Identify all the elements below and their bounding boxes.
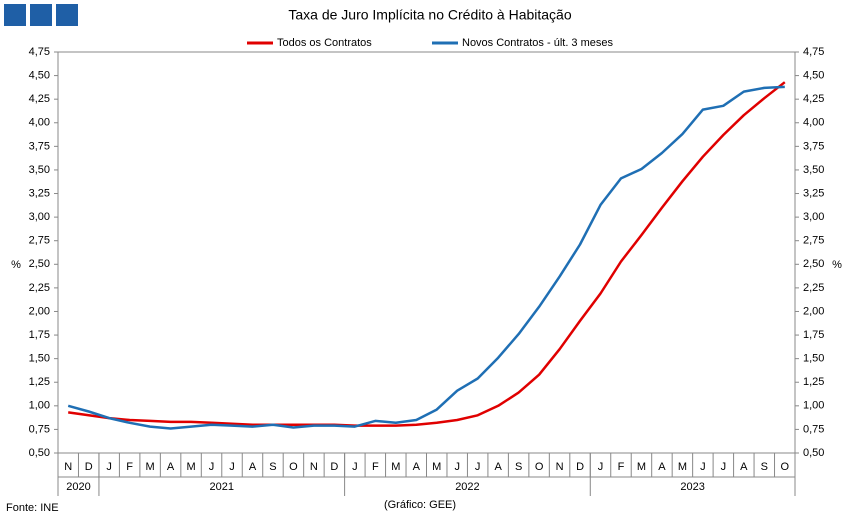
y-tick-label: 3,25 (29, 187, 50, 199)
x-tick-label: O (289, 461, 298, 473)
y-tick-label: 4,25 (29, 93, 50, 105)
y-tick-label: 4,50 (29, 69, 50, 81)
y2-tick-label: 2,25 (803, 282, 824, 294)
y-tick-label: 2,50 (29, 258, 50, 270)
y2-tick-label: 4,00 (803, 117, 824, 129)
y-tick-label: 0,75 (29, 423, 50, 435)
source: Fonte: INE (6, 502, 59, 514)
x-tick-label: D (330, 461, 338, 473)
x-tick-label: M (146, 461, 155, 473)
x-tick-label: J (352, 461, 358, 473)
y2-tick-label: 3,75 (803, 140, 824, 152)
logo-block (4, 4, 26, 26)
x-tick-label: S (269, 461, 276, 473)
y-tick-label: 1,75 (29, 329, 50, 341)
logo-block (30, 4, 52, 26)
y2-tick-label: 1,75 (803, 329, 824, 341)
x-tick-label: S (515, 461, 522, 473)
x-tick-label: N (310, 461, 318, 473)
x-tick-label: F (126, 461, 133, 473)
y-tick-label: 3,75 (29, 140, 50, 152)
y-tick-label: 1,00 (29, 400, 50, 412)
y2-tick-label: 0,50 (803, 447, 824, 459)
x-tick-label: N (556, 461, 564, 473)
y-tick-label: 0,50 (29, 447, 50, 459)
x-tick-label: M (391, 461, 400, 473)
y2-axis-label: % (832, 259, 842, 271)
x-tick-label: A (494, 461, 502, 473)
y2-tick-label: 4,50 (803, 69, 824, 81)
plot-frame (57, 51, 796, 454)
year-label: 2020 (66, 481, 90, 493)
x-tick-label: A (658, 461, 666, 473)
x-tick-label: J (598, 461, 604, 473)
y2-tick-label: 3,50 (803, 164, 824, 176)
year-label: 2022 (455, 481, 479, 493)
x-tick-label: J (700, 461, 706, 473)
x-tick-label: A (167, 461, 175, 473)
x-tick-label: J (721, 461, 727, 473)
series-line (68, 81, 786, 427)
y-tick-label: 4,00 (29, 117, 50, 129)
legend-label: Todos os Contratos (277, 37, 372, 49)
y-tick-label: 4,75 (29, 46, 50, 58)
y-tick-label: 2,75 (29, 235, 50, 247)
y2-tick-label: 3,25 (803, 187, 824, 199)
year-label: 2021 (210, 481, 234, 493)
series-line (67, 85, 785, 430)
x-tick-label: J (454, 461, 460, 473)
x-tick-label: J (209, 461, 215, 473)
x-tick-label: S (761, 461, 768, 473)
y-tick-label: 3,00 (29, 211, 50, 223)
credit: (Gráfico: GEE) (384, 499, 456, 511)
y2-tick-label: 1,50 (803, 353, 824, 365)
x-tick-label: F (618, 461, 625, 473)
logo-block (56, 4, 78, 26)
x-tick-label: M (678, 461, 687, 473)
x-tick-label: O (535, 461, 544, 473)
chart-title: Taxa de Juro Implícita no Crédito à Habi… (288, 7, 571, 23)
x-tick-label: J (106, 461, 112, 473)
x-tick-label: M (637, 461, 646, 473)
y2-tick-label: 1,25 (803, 376, 824, 388)
y-tick-label: 3,50 (29, 164, 50, 176)
y2-tick-label: 2,75 (803, 235, 824, 247)
x-tick-label: D (85, 461, 93, 473)
x-tick-label: D (576, 461, 584, 473)
y-axis-label: % (11, 259, 21, 271)
y-tick-label: 1,25 (29, 376, 50, 388)
x-tick-label: F (372, 461, 379, 473)
x-tick-label: A (413, 461, 421, 473)
legend-label: Novos Contratos - últ. 3 meses (462, 37, 614, 49)
y2-tick-label: 3,00 (803, 211, 824, 223)
x-tick-label: M (186, 461, 195, 473)
x-tick-label: J (229, 461, 235, 473)
y2-tick-label: 4,75 (803, 46, 824, 58)
year-label: 2023 (680, 481, 704, 493)
x-tick-label: M (432, 461, 441, 473)
y-tick-label: 1,50 (29, 353, 50, 365)
x-tick-label: A (249, 461, 257, 473)
y2-tick-label: 2,50 (803, 258, 824, 270)
y2-tick-label: 0,75 (803, 423, 824, 435)
x-tick-label: A (740, 461, 748, 473)
x-tick-label: N (64, 461, 72, 473)
y2-tick-label: 1,00 (803, 400, 824, 412)
y2-tick-label: 4,25 (803, 93, 824, 105)
x-tick-label: O (780, 461, 789, 473)
y-tick-label: 2,25 (29, 282, 50, 294)
y2-tick-label: 2,00 (803, 305, 824, 317)
x-tick-label: J (475, 461, 481, 473)
y-tick-label: 2,00 (29, 305, 50, 317)
